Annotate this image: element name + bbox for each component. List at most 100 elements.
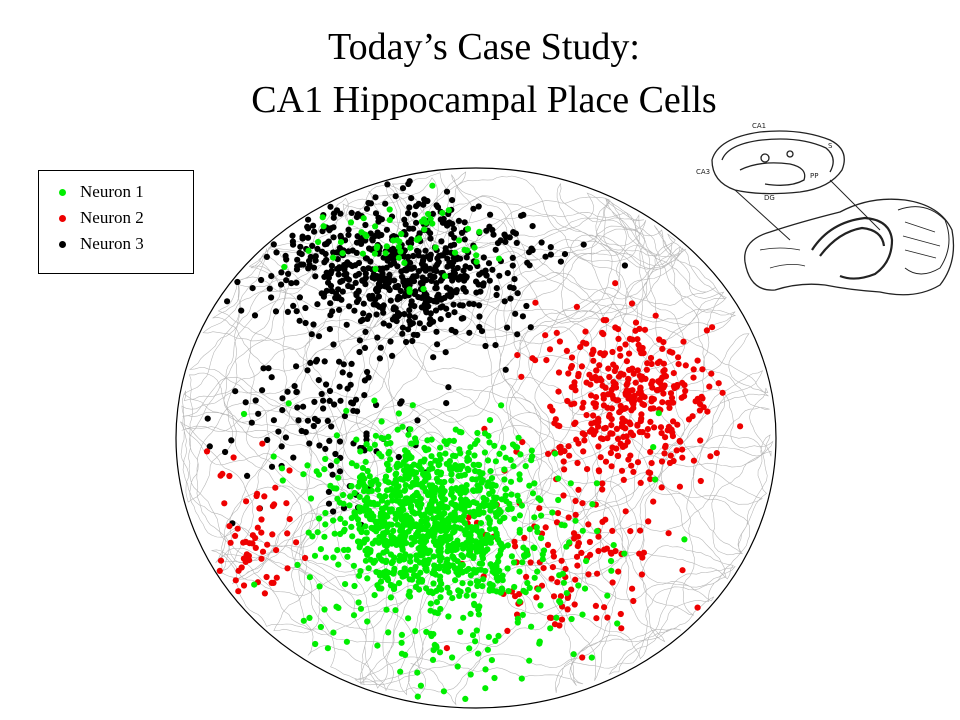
neuron-3-spike <box>284 308 291 315</box>
neuron-3-spike <box>306 262 313 269</box>
neuron-1-spike <box>427 460 434 467</box>
neuron-2-spike <box>617 610 624 618</box>
neuron-2-spike <box>269 531 276 538</box>
neuron-1-spike <box>516 512 524 519</box>
neuron-2-spike <box>639 429 646 436</box>
neuron-3-spike <box>315 377 322 384</box>
neuron-3-spike <box>376 281 383 288</box>
neuron-1-spike <box>372 537 379 544</box>
neuron-3-spike <box>483 272 490 279</box>
neuron-2-spike <box>557 593 565 600</box>
neuron-3-spike <box>339 288 346 295</box>
neuron-1-spike <box>346 502 353 509</box>
neuron-2-spike <box>628 462 635 469</box>
neuron-3-spike <box>406 225 413 232</box>
neuron-2-spike <box>283 500 290 507</box>
neuron-1-spike <box>486 417 494 424</box>
neuron-3-spike <box>433 328 440 335</box>
neuron-3-spike <box>323 381 330 388</box>
neuron-2-spike <box>550 553 558 560</box>
neuron-3-spike <box>363 255 370 262</box>
neuron-2-spike <box>605 365 612 372</box>
neuron-3-spike <box>434 341 441 348</box>
neuron-2-spike <box>607 449 615 457</box>
neuron-3-spike <box>421 325 428 332</box>
neuron-2-spike <box>252 544 259 552</box>
neuron-3-spike <box>290 241 297 248</box>
neuron-3-spike <box>444 263 451 270</box>
neuron-2-spike <box>254 490 261 497</box>
neuron-3-spike <box>363 432 370 440</box>
neuron-3-spike <box>272 308 280 315</box>
neuron-3-spike <box>319 248 326 255</box>
neuron-2-spike <box>554 579 561 586</box>
neuron-3-spike <box>268 273 275 280</box>
neuron-3-spike <box>328 423 335 430</box>
neuron-2-spike <box>638 373 646 380</box>
neuron-1-spike <box>480 494 487 502</box>
neuron-2-spike <box>575 486 582 493</box>
neuron-2-spike <box>630 597 637 605</box>
neuron-1-spike <box>321 466 328 473</box>
dentate-gyrus-curve <box>739 162 806 186</box>
neuron-2-spike <box>258 555 265 562</box>
neuron-3-spike <box>311 398 318 405</box>
neuron-3-spike <box>496 272 503 279</box>
neuron-3-spike <box>398 398 405 405</box>
neuron-3-spike <box>340 265 347 272</box>
neuron-3-spike <box>283 277 290 284</box>
neuron-2-spike <box>234 525 241 532</box>
neuron-2-spike <box>518 373 525 380</box>
neuron-3-spike <box>345 226 352 233</box>
neuron-3-spike <box>330 234 337 241</box>
neuron-2-spike <box>221 500 228 507</box>
neuron-3-spike <box>444 255 451 262</box>
neuron-3-spike <box>278 269 285 276</box>
neuron-3-spike <box>511 276 518 283</box>
neuron-1-spike <box>335 561 342 568</box>
neuron-1-spike <box>463 592 470 599</box>
neuron-2-spike <box>637 479 644 486</box>
neuron-3-spike <box>355 259 363 267</box>
neuron-3-spike <box>424 197 431 205</box>
neuron-3-spike <box>483 227 490 234</box>
neuron-3-spike <box>501 298 508 305</box>
neuron-3-spike <box>304 234 312 241</box>
neuron-2-spike <box>645 518 652 525</box>
neuron-2-spike <box>557 443 564 450</box>
neuron-3-spike <box>336 383 343 390</box>
neuron-2-spike <box>637 527 644 534</box>
neuron-3-spike <box>502 238 509 245</box>
neuron-3-spike <box>408 301 415 308</box>
neuron-3-spike <box>405 277 412 284</box>
neuron-3-spike <box>411 211 418 218</box>
neuron-2-spike <box>595 467 602 474</box>
neuron-3-spike <box>297 243 304 250</box>
neuron-2-spike <box>560 458 567 465</box>
neuron-3-spike <box>327 300 334 307</box>
neuron-3-spike <box>452 273 459 280</box>
neuron-2-spike <box>272 484 279 491</box>
neuron-3-spike <box>406 178 413 185</box>
neuron-2-spike <box>572 511 579 518</box>
neuron-2-spike <box>592 394 600 401</box>
neuron-3-spike <box>345 248 352 255</box>
neuron-2-spike <box>607 430 614 437</box>
neuron-1-spike <box>364 467 371 475</box>
neuron-2-spike <box>673 447 680 454</box>
neuron-3-spike <box>458 229 466 236</box>
neuron-3-spike <box>391 304 398 311</box>
neuron-3-spike <box>509 262 516 269</box>
legend-label-neuron-1: Neuron 1 <box>80 182 144 201</box>
neuron-2-spike <box>648 381 655 388</box>
neuron-1-dot-icon <box>59 188 66 196</box>
neuron-2-spike <box>592 602 600 610</box>
neuron-3-spike <box>383 226 390 233</box>
neuron-2-spike <box>700 404 707 411</box>
neuron-3-spike <box>409 337 416 345</box>
neuron-1-spike <box>509 441 517 448</box>
neuron-2-spike <box>588 375 596 382</box>
neuron-3-spike <box>445 384 452 391</box>
neuron-3-spike <box>512 310 519 317</box>
neuron-3-spike <box>326 437 333 444</box>
